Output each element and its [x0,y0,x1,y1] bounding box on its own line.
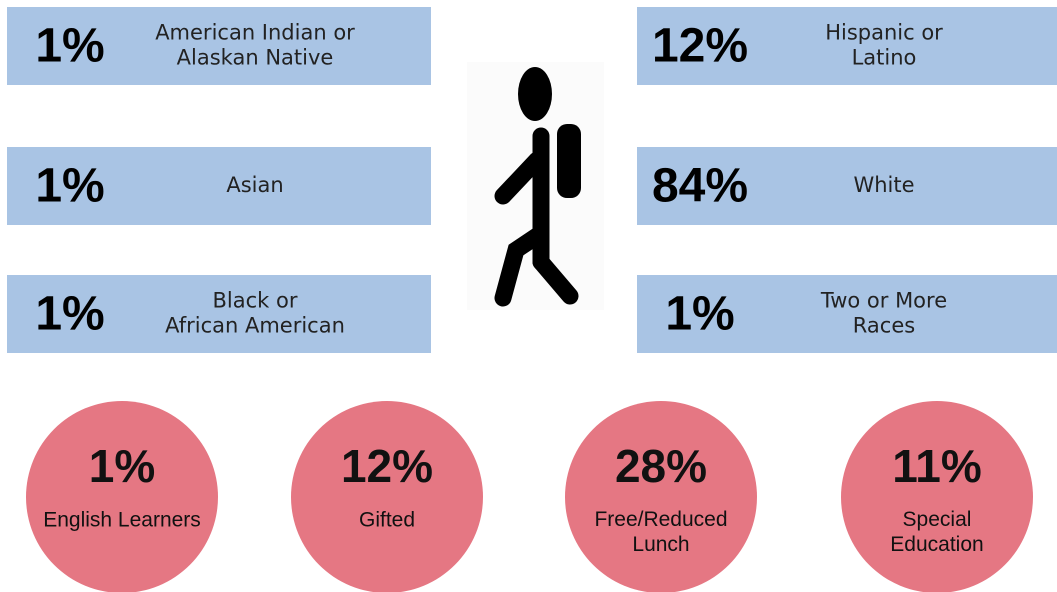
demographic-box [637,275,1057,353]
demographic-percent: 1% [665,288,734,341]
demographic-box [7,7,431,85]
demographic-percent: 12% [652,20,748,73]
demographic-box [7,275,431,353]
program-circle [565,401,757,592]
demographic-label: Races [853,314,915,338]
demographic-box [637,147,1057,225]
demographic-percent: 1% [35,20,104,73]
icon-body [494,127,579,307]
demographic-percent: 84% [652,160,748,213]
program-percent: 28% [615,440,707,492]
demographic-percent: 1% [35,288,104,341]
demographic-label: Two or More [820,289,947,313]
program-circle [26,401,218,592]
demographic-box [637,7,1057,85]
program-circle [841,401,1033,592]
program-label: Education [890,533,983,556]
demographic-label: Latino [852,46,917,70]
program-label: English Learners [43,509,201,532]
demographic-label: American Indian or [155,21,355,45]
demographic-label: Alaskan Native [177,46,334,70]
program-percent: 1% [89,440,155,492]
program-label: Free/Reduced [594,508,727,531]
demographic-label: Hispanic or [825,21,943,45]
program-circle [291,401,483,592]
program-label: Gifted [359,509,415,532]
demographic-label: White [853,173,914,197]
icon-backpack [557,124,581,198]
demographic-box [7,147,431,225]
demographic-percent: 1% [35,160,104,213]
demographic-label: Black or [213,289,298,313]
demographic-label: Asian [226,173,283,197]
program-label: Special [903,508,972,531]
program-percent: 12% [341,440,433,492]
program-percent: 11% [892,440,982,492]
icon-head [518,67,552,121]
demographic-label: African American [165,314,345,338]
walker-icon [467,62,604,310]
program-label: Lunch [632,533,689,556]
